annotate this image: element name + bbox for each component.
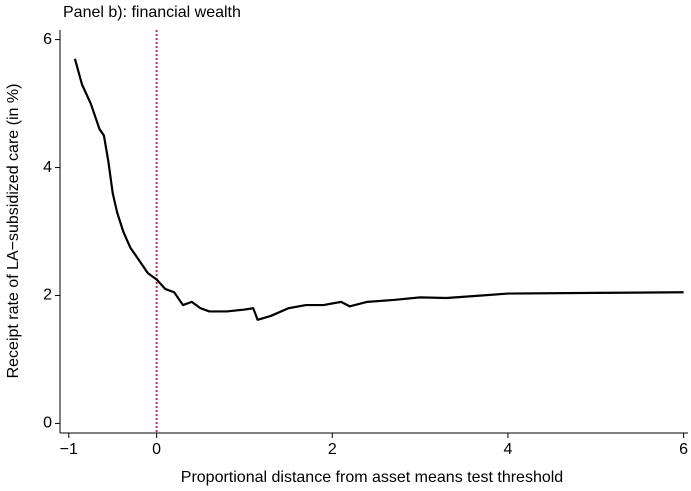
y-tick-label: 6 (43, 31, 52, 48)
x-tick-label: 2 (328, 441, 337, 458)
x-tick-label: 6 (679, 441, 688, 458)
x-tick-label: 0 (152, 441, 161, 458)
y-axis-label: Receipt rate of LA−subsidized care (in %… (5, 84, 22, 379)
x-axis-label: Proportional distance from asset means t… (181, 469, 563, 486)
x-tick-label: −1 (60, 441, 78, 458)
chart-title: Panel b): financial wealth (63, 4, 241, 21)
y-tick-label: 0 (43, 415, 52, 432)
y-tick-label: 4 (43, 159, 52, 176)
y-tick-label: 2 (43, 287, 52, 304)
x-tick-label: 4 (503, 441, 512, 458)
series-line (73, 58, 684, 321)
